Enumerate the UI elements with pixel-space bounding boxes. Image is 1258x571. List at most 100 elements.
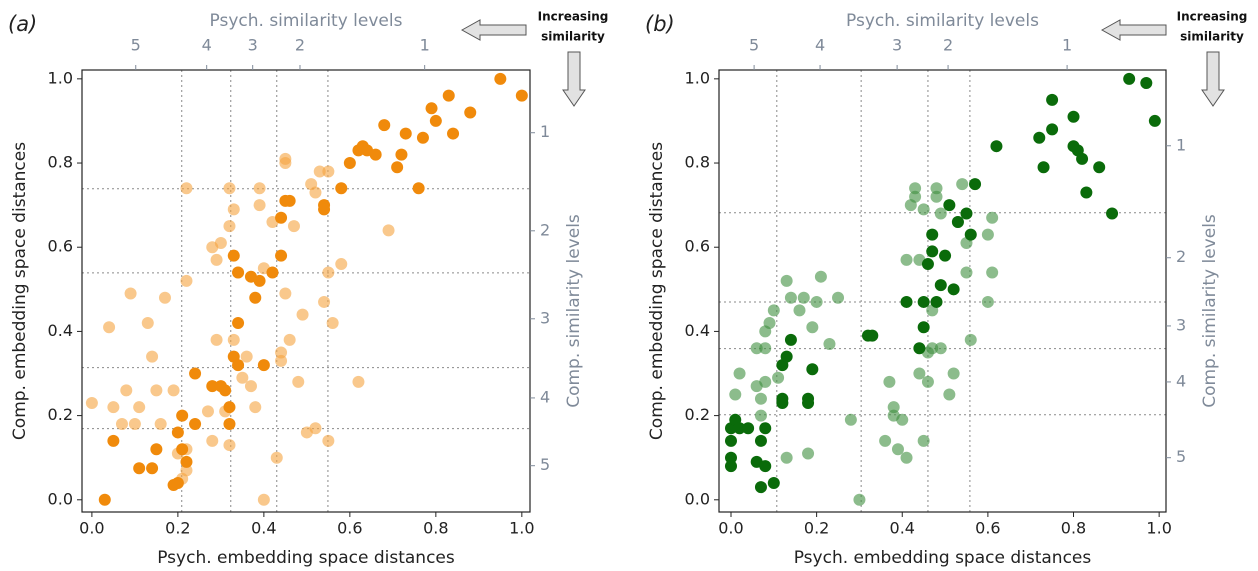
point xyxy=(322,266,335,279)
point xyxy=(767,304,780,317)
point xyxy=(275,346,288,359)
point xyxy=(227,203,240,216)
y2-tick-label: 4 xyxy=(540,387,550,406)
y-tick-label: 0.8 xyxy=(685,153,710,172)
point xyxy=(309,422,322,435)
point xyxy=(227,249,240,262)
x2-tick-label: 5 xyxy=(131,36,141,55)
point xyxy=(167,384,180,397)
x-tick-label: 1.0 xyxy=(509,519,534,538)
point xyxy=(249,401,262,414)
point xyxy=(844,413,857,426)
point xyxy=(900,295,913,308)
point xyxy=(223,182,236,195)
point xyxy=(724,451,737,464)
y-tick-label: 0.4 xyxy=(685,321,710,340)
annotation: Increasing xyxy=(1177,10,1248,24)
point xyxy=(750,342,763,355)
point xyxy=(969,178,982,191)
point xyxy=(1093,161,1106,174)
point xyxy=(733,422,746,435)
point xyxy=(926,245,939,258)
point xyxy=(891,443,904,456)
point xyxy=(759,422,772,435)
y-tick-label: 1.0 xyxy=(685,68,710,87)
point xyxy=(158,291,171,304)
point xyxy=(283,333,296,346)
point xyxy=(244,380,257,393)
point xyxy=(853,493,866,506)
point xyxy=(947,367,960,380)
point xyxy=(921,375,934,388)
point xyxy=(382,224,395,237)
point xyxy=(832,291,845,304)
plot-frame xyxy=(81,69,531,513)
arrow-down xyxy=(1201,51,1225,107)
point xyxy=(275,249,288,262)
point xyxy=(1046,123,1059,136)
x2-tick-label: 3 xyxy=(248,36,258,55)
point xyxy=(951,215,964,228)
arrow-down xyxy=(562,51,586,107)
point xyxy=(189,418,202,431)
point xyxy=(784,333,797,346)
x2-tick-label: 4 xyxy=(202,36,212,55)
point xyxy=(313,165,326,178)
point xyxy=(180,182,193,195)
point xyxy=(180,464,193,477)
point xyxy=(806,321,819,334)
y-axis-label: Comp. embedding space distances xyxy=(10,142,30,440)
point xyxy=(759,375,772,388)
point xyxy=(1046,93,1059,106)
point xyxy=(802,447,815,460)
point xyxy=(763,316,776,329)
point xyxy=(335,182,348,195)
point xyxy=(802,396,815,409)
point xyxy=(369,148,382,161)
point xyxy=(930,190,943,203)
x-axis-label: Psych. embedding space distances xyxy=(157,548,455,568)
point xyxy=(934,279,947,292)
point xyxy=(814,270,827,283)
point xyxy=(318,203,331,216)
point xyxy=(964,333,977,346)
point xyxy=(913,367,926,380)
panel-label: (b) xyxy=(645,12,675,36)
point xyxy=(1148,114,1161,127)
point xyxy=(1106,207,1119,220)
point xyxy=(754,409,767,422)
y-tick-label: 0.6 xyxy=(48,237,73,256)
x2-axis-label: Psych. similarity levels xyxy=(210,11,403,31)
point xyxy=(318,295,331,308)
point xyxy=(416,131,429,144)
point xyxy=(943,388,956,401)
point xyxy=(292,375,305,388)
point xyxy=(1067,110,1080,123)
point xyxy=(266,266,279,279)
point xyxy=(249,291,262,304)
point xyxy=(784,291,797,304)
y2-tick-label: 2 xyxy=(1176,247,1186,266)
y2-axis-label: Comp. similarity levels xyxy=(564,214,584,408)
point xyxy=(990,140,1003,153)
y2-axis-label: Comp. similarity levels xyxy=(1200,214,1220,408)
point xyxy=(253,274,266,287)
point xyxy=(180,455,193,468)
point xyxy=(772,371,785,384)
point xyxy=(724,460,737,473)
point xyxy=(146,350,159,363)
arrow-left xyxy=(1100,19,1167,41)
point xyxy=(210,253,223,266)
point xyxy=(206,380,219,393)
point xyxy=(296,308,309,321)
x-tick-label: 0.8 xyxy=(1061,519,1086,538)
point xyxy=(960,266,973,279)
point xyxy=(154,418,167,431)
point xyxy=(866,329,879,342)
point xyxy=(171,476,184,489)
point xyxy=(883,375,896,388)
point xyxy=(930,182,943,195)
x2-tick-label: 3 xyxy=(892,36,902,55)
point xyxy=(494,72,507,85)
point xyxy=(896,413,909,426)
